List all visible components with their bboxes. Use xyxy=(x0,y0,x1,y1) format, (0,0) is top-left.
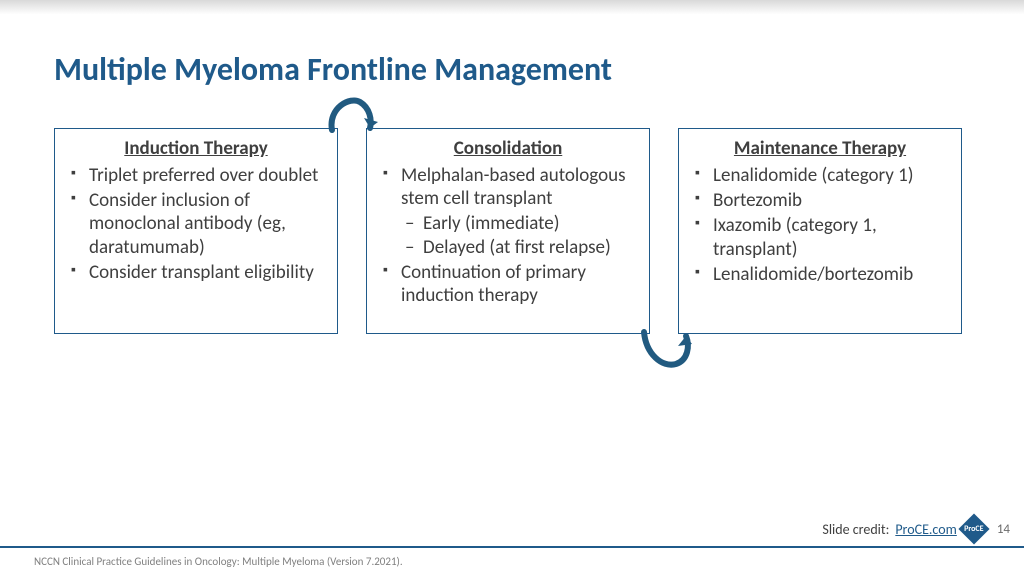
credit-link[interactable]: ProCE.com xyxy=(895,521,956,538)
box-header: Maintenance Therapy xyxy=(693,137,947,160)
list-item: Lenalidomide (category 1) xyxy=(693,164,947,187)
bullet-list: Melphalan-based autologous stem cell tra… xyxy=(381,164,635,307)
box-induction: Induction Therapy Triplet preferred over… xyxy=(54,128,338,334)
proce-logo-icon: ProCE xyxy=(958,513,989,544)
list-item: Lenalidomide/bortezomib xyxy=(693,263,947,286)
box-consolidation: Consolidation Melphalan-based autologous… xyxy=(366,128,650,334)
list-item: Ixazomib (category 1, transplant) xyxy=(693,214,947,260)
list-item: Consider transplant eligibility xyxy=(69,261,323,284)
sub-item: Early (immediate) xyxy=(401,212,635,235)
list-item: Consider inclusion of monoclonal antibod… xyxy=(69,189,323,259)
list-item: Bortezomib xyxy=(693,189,947,212)
list-item-text: Melphalan-based autologous stem cell tra… xyxy=(401,164,626,210)
footer-credit: Slide credit: ProCE.com ProCE 14 xyxy=(822,518,1010,540)
list-item: Continuation of primary induction therap… xyxy=(381,261,635,307)
bullet-list: Lenalidomide (category 1) Bortezomib Ixa… xyxy=(693,164,947,286)
footer-divider xyxy=(0,546,1024,548)
box-row: Induction Therapy Triplet preferred over… xyxy=(54,128,962,334)
logo-text: ProCE xyxy=(964,524,983,534)
slide: Multiple Myeloma Frontline Management In… xyxy=(0,0,1024,576)
page-number: 14 xyxy=(997,522,1010,537)
sub-list: Early (immediate) Delayed (at first rela… xyxy=(401,212,635,258)
bullet-list: Triplet preferred over doublet Consider … xyxy=(69,164,323,284)
footer-reference: NCCN Clinical Practice Guidelines in Onc… xyxy=(34,555,403,568)
slide-title: Multiple Myeloma Frontline Management xyxy=(54,50,612,89)
sub-item: Delayed (at first relapse) xyxy=(401,236,635,259)
credit-label: Slide credit: xyxy=(822,521,889,538)
list-item: Triplet preferred over doublet xyxy=(69,164,323,187)
box-header: Induction Therapy xyxy=(69,137,323,160)
list-item: Melphalan-based autologous stem cell tra… xyxy=(381,164,635,259)
box-maintenance: Maintenance Therapy Lenalidomide (catego… xyxy=(678,128,962,334)
top-gradient xyxy=(0,0,1024,14)
box-header: Consolidation xyxy=(381,137,635,160)
